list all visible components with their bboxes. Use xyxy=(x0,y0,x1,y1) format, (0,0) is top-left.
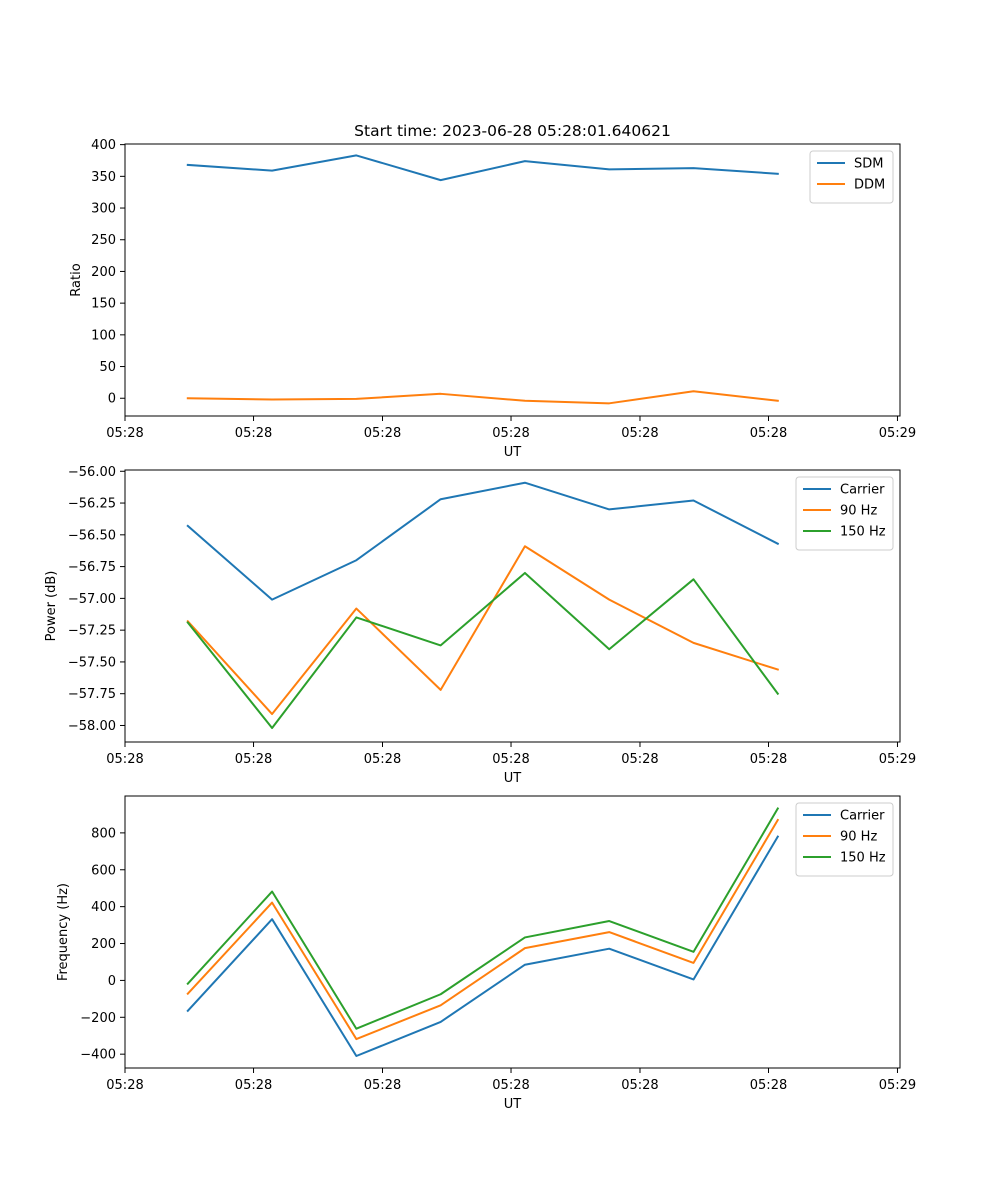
legend-label: 150 Hz xyxy=(840,851,886,866)
y-tick-label: −56.75 xyxy=(68,560,116,575)
series-line-sdm xyxy=(186,154,779,182)
legend-label: SDM xyxy=(854,157,883,172)
y-tick-label: 50 xyxy=(99,360,116,375)
x-tick-label: 05:28 xyxy=(621,1078,658,1093)
y-tick-label: −57.50 xyxy=(68,655,116,670)
series-line-carrier xyxy=(186,835,780,1058)
subplot-2: 05:28 05:28 05:28 05:28 05:28 05:28 05:29 −56.0… xyxy=(44,465,916,786)
x-tick-label: 05:29 xyxy=(879,752,916,767)
x-tick-label: 05:29 xyxy=(879,1078,916,1093)
x-tick-label: 05:29 xyxy=(879,426,916,441)
y-tick-label: 250 xyxy=(91,233,116,248)
y-tick-label: 600 xyxy=(91,863,116,878)
x-tick-label: 05:28 xyxy=(750,752,787,767)
y-tick-label: −400 xyxy=(80,1048,116,1063)
y-tick-label: 800 xyxy=(91,826,116,841)
y-tick-label: 0 xyxy=(108,392,116,407)
x-tick-label: 05:28 xyxy=(621,752,658,767)
y-tick-label: 200 xyxy=(91,937,116,952)
x-tick-label: 05:28 xyxy=(106,426,143,441)
x-tick-label: 05:28 xyxy=(364,1078,401,1093)
y-axis-label: Ratio xyxy=(69,263,84,296)
y-tick-label: 200 xyxy=(91,265,116,280)
y-axis-label: Power (dB) xyxy=(44,571,59,642)
x-tick-label: 05:28 xyxy=(364,752,401,767)
plot-area-frame xyxy=(124,469,901,743)
series-line-150-hz xyxy=(186,807,780,1030)
y-tick-label: 400 xyxy=(91,138,116,153)
plot-area-frame xyxy=(124,795,901,1069)
x-tick-label: 05:28 xyxy=(492,426,529,441)
y-tick-label: −58.00 xyxy=(68,719,116,734)
legend-label: DDM xyxy=(854,178,885,193)
y-tick-label: −57.00 xyxy=(68,592,116,607)
legend-label: Carrier xyxy=(840,809,885,824)
legend-label: Carrier xyxy=(840,483,885,498)
x-tick-label: 05:28 xyxy=(106,1078,143,1093)
legend: SDM DDM xyxy=(809,150,894,204)
series-line-ddm xyxy=(186,390,779,405)
y-tick-label: 400 xyxy=(91,900,116,915)
y-tick-label: −56.25 xyxy=(68,497,116,512)
x-tick-label: 05:28 xyxy=(235,426,272,441)
subplot-1: 05:28 05:28 05:28 05:28 05:28 05:28 05:29 0 50 10… xyxy=(69,138,916,460)
y-tick-label: −57.25 xyxy=(68,624,116,639)
legend-label: 90 Hz xyxy=(840,504,877,519)
x-tick-label: 05:28 xyxy=(492,752,529,767)
x-tick-label: 05:28 xyxy=(106,752,143,767)
series-line-90-hz xyxy=(186,545,780,716)
x-tick-label: 05:28 xyxy=(235,1078,272,1093)
x-axis-label: UT xyxy=(504,445,522,460)
legend: Carrier 90 Hz 150 Hz xyxy=(795,802,894,877)
y-tick-label: 150 xyxy=(91,297,116,312)
y-axis-label: Frequency (Hz) xyxy=(56,883,71,981)
y-tick-label: 100 xyxy=(91,328,116,343)
y-tick-label: −57.75 xyxy=(68,687,116,702)
series-line-90-hz xyxy=(186,818,780,1041)
y-tick-label: −56.00 xyxy=(68,465,116,480)
series-line-150-hz xyxy=(186,571,780,730)
x-tick-label: 05:28 xyxy=(621,426,658,441)
y-tick-label: 300 xyxy=(91,202,116,217)
y-tick-label: −200 xyxy=(80,1011,116,1026)
x-tick-label: 05:28 xyxy=(750,1078,787,1093)
x-tick-label: 05:28 xyxy=(750,426,787,441)
subplot-3: 05:28 05:28 05:28 05:28 05:28 05:28 05:29 −400 −… xyxy=(56,795,916,1112)
x-axis-label: UT xyxy=(504,771,522,786)
x-tick-label: 05:28 xyxy=(364,426,401,441)
x-axis-label: UT xyxy=(504,1097,522,1112)
plot-area-frame xyxy=(124,143,901,417)
x-tick-label: 05:28 xyxy=(492,1078,529,1093)
legend-label: 150 Hz xyxy=(840,525,886,540)
legend-label: 90 Hz xyxy=(840,830,877,845)
series-line-carrier xyxy=(186,481,780,601)
y-tick-label: 350 xyxy=(91,170,116,185)
chart-title: Start time: 2023-06-28 05:28:01.640621 xyxy=(354,122,671,140)
y-tick-label: −56.50 xyxy=(68,528,116,543)
y-tick-label: 0 xyxy=(108,974,116,989)
legend: Carrier 90 Hz 150 Hz xyxy=(795,476,894,551)
x-tick-label: 05:28 xyxy=(235,752,272,767)
